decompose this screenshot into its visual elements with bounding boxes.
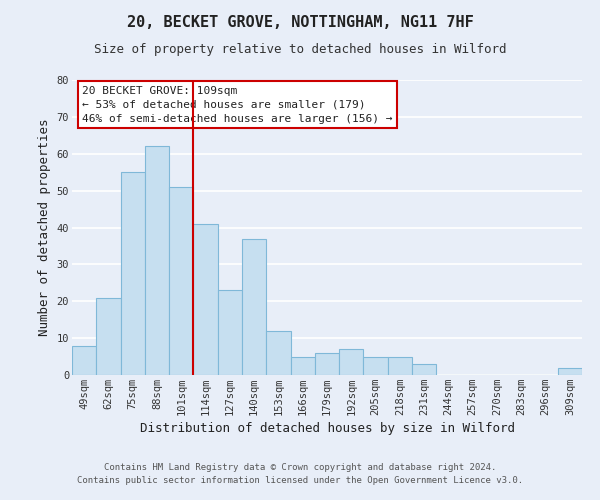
Bar: [339, 349, 364, 375]
Text: Size of property relative to detached houses in Wilford: Size of property relative to detached ho…: [94, 42, 506, 56]
Bar: [72, 346, 96, 375]
Bar: [558, 368, 582, 375]
Bar: [290, 356, 315, 375]
Bar: [412, 364, 436, 375]
Bar: [315, 353, 339, 375]
Bar: [145, 146, 169, 375]
Bar: [218, 290, 242, 375]
Bar: [266, 331, 290, 375]
Text: Contains HM Land Registry data © Crown copyright and database right 2024.
Contai: Contains HM Land Registry data © Crown c…: [77, 463, 523, 485]
X-axis label: Distribution of detached houses by size in Wilford: Distribution of detached houses by size …: [139, 422, 515, 435]
Bar: [364, 356, 388, 375]
Bar: [193, 224, 218, 375]
Bar: [242, 238, 266, 375]
Bar: [169, 187, 193, 375]
Bar: [388, 356, 412, 375]
Bar: [96, 298, 121, 375]
Text: 20 BECKET GROVE: 109sqm
← 53% of detached houses are smaller (179)
46% of semi-d: 20 BECKET GROVE: 109sqm ← 53% of detache…: [82, 86, 392, 124]
Bar: [121, 172, 145, 375]
Text: 20, BECKET GROVE, NOTTINGHAM, NG11 7HF: 20, BECKET GROVE, NOTTINGHAM, NG11 7HF: [127, 15, 473, 30]
Y-axis label: Number of detached properties: Number of detached properties: [38, 118, 51, 336]
